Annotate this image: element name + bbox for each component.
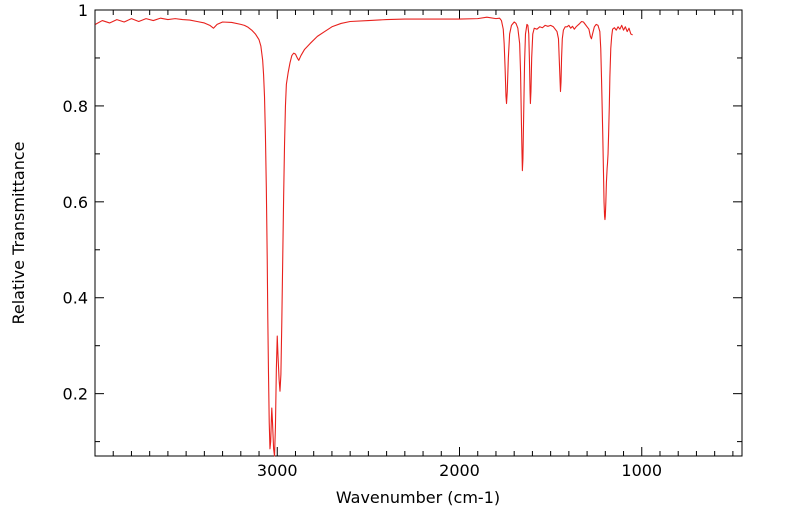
spectrum-line: [95, 16, 633, 457]
x-axis-ticks: 3000 2000 1000: [112, 10, 734, 480]
series-layer: [95, 16, 633, 457]
y-tick-label: 0.6: [63, 193, 88, 212]
y-axis-ticks: 0.2 0.4 0.6 0.8 1: [63, 1, 742, 443]
x-axis-title: Wavenumber (cm-1): [336, 488, 500, 507]
y-axis-title: Relative Transmittance: [9, 141, 28, 324]
y-tick-label: 0.2: [63, 385, 88, 404]
x-tick-label: 2000: [439, 461, 480, 480]
y-tick-label: 0.8: [63, 97, 88, 116]
x-tick-label: 3000: [257, 461, 298, 480]
y-tick-label: 0.4: [63, 289, 88, 308]
x-tick-label: 1000: [621, 461, 662, 480]
y-tick-label: 1: [78, 1, 88, 20]
plot-frame: [94, 9, 743, 457]
